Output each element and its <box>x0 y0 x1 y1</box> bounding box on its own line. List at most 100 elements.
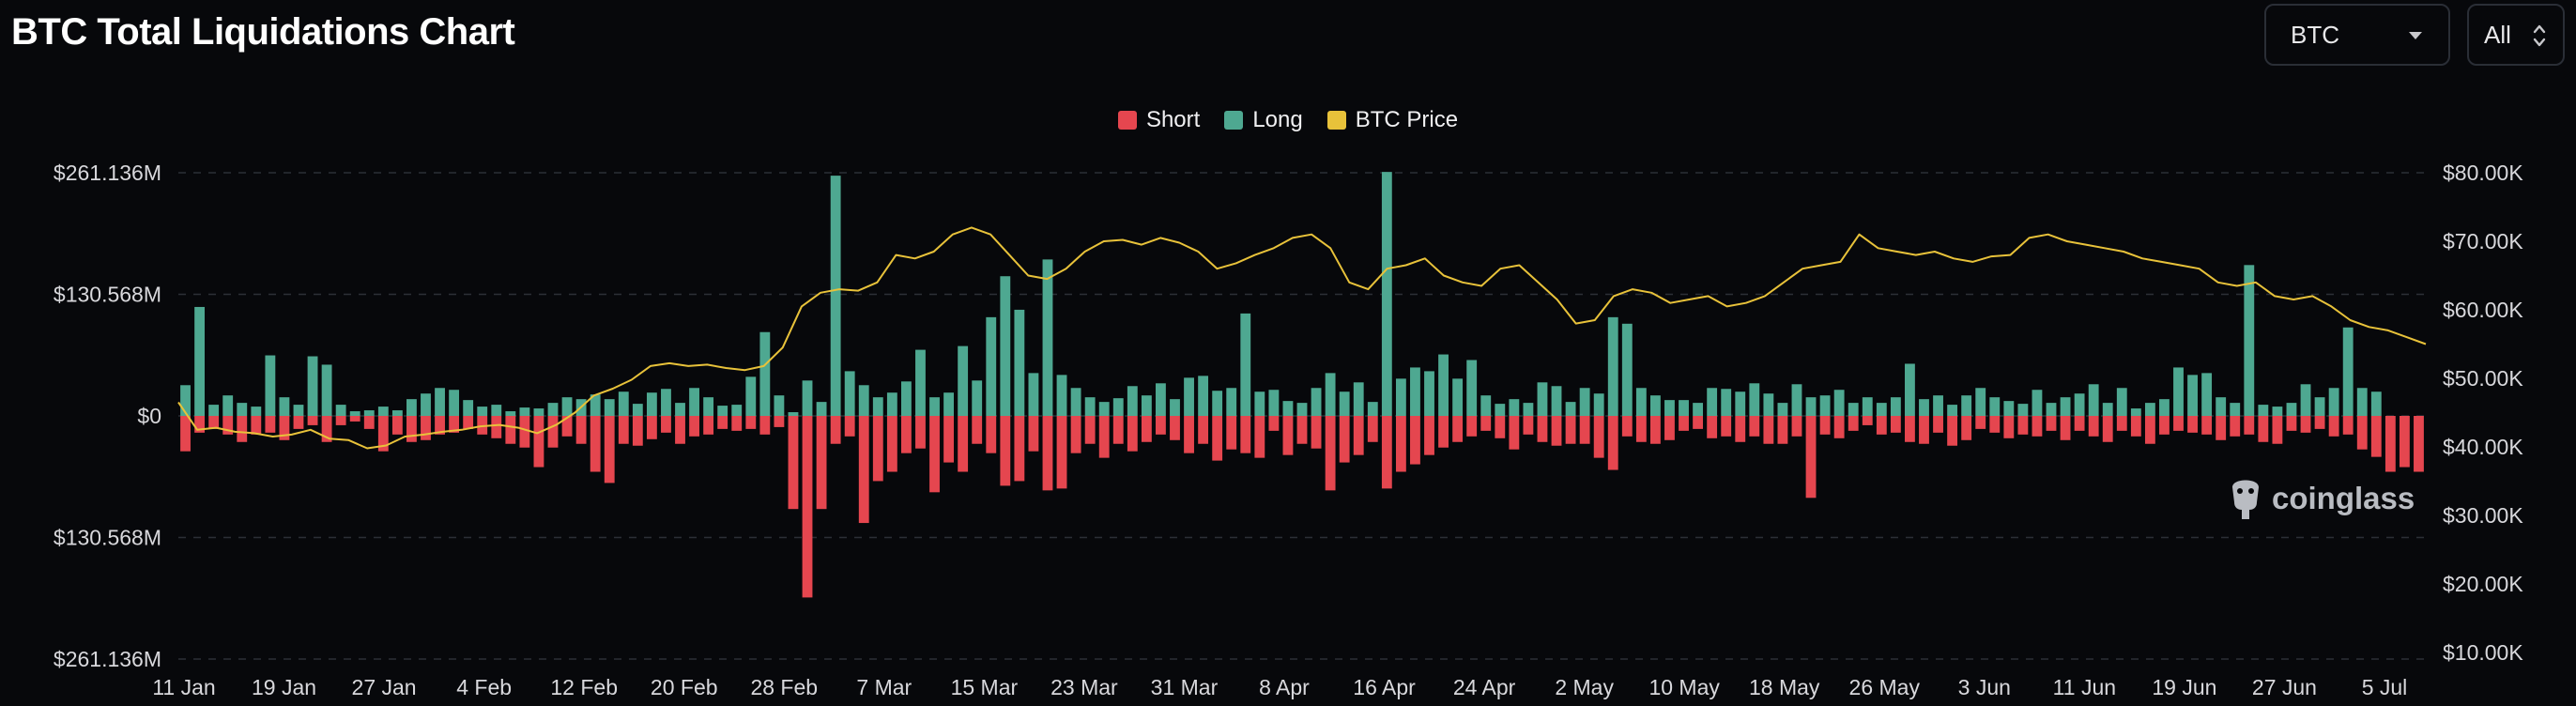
long-bar[interactable] <box>194 306 206 416</box>
long-bar[interactable] <box>2046 403 2057 416</box>
short-bar[interactable] <box>519 416 530 448</box>
short-bar[interactable] <box>505 416 516 444</box>
short-bar[interactable] <box>2032 416 2043 437</box>
short-bar[interactable] <box>886 416 897 472</box>
short-bar[interactable] <box>1056 416 1067 489</box>
short-bar[interactable] <box>1184 416 1194 453</box>
legend-item-btc-price[interactable]: BTC Price <box>1326 107 1458 133</box>
short-bar[interactable] <box>1112 416 1124 444</box>
short-bar[interactable] <box>1833 416 1845 438</box>
long-bar[interactable] <box>1212 391 1223 416</box>
long-bar[interactable] <box>1791 384 1802 416</box>
short-bar[interactable] <box>1649 416 1661 444</box>
short-bar[interactable] <box>1819 416 1831 435</box>
long-bar[interactable] <box>1282 401 1294 416</box>
short-bar[interactable] <box>900 416 912 453</box>
long-bar[interactable] <box>2074 393 2085 416</box>
short-bar[interactable] <box>1635 416 1647 442</box>
short-bar[interactable] <box>2286 416 2297 431</box>
long-bar[interactable] <box>1198 376 1209 416</box>
short-bar[interactable] <box>2130 416 2141 437</box>
long-bar[interactable] <box>1184 377 1194 416</box>
long-bar[interactable] <box>830 176 841 416</box>
short-bar[interactable] <box>1170 416 1180 440</box>
short-bar[interactable] <box>731 416 743 431</box>
long-bar[interactable] <box>279 397 290 416</box>
long-bar[interactable] <box>1819 395 1831 416</box>
long-bar[interactable] <box>1254 391 1265 416</box>
short-bar[interactable] <box>2201 416 2213 435</box>
long-bar[interactable] <box>1014 309 1025 416</box>
short-bar[interactable] <box>774 416 785 427</box>
short-bar[interactable] <box>251 416 262 435</box>
long-bar[interactable] <box>1664 400 1675 416</box>
short-bar[interactable] <box>1311 416 1322 449</box>
short-bar[interactable] <box>1777 416 1788 444</box>
long-bar[interactable] <box>2173 367 2184 416</box>
long-bar[interactable] <box>1777 403 1788 416</box>
long-bar[interactable] <box>774 395 785 416</box>
short-bar[interactable] <box>1127 416 1138 452</box>
short-bar[interactable] <box>2216 416 2227 440</box>
long-bar[interactable] <box>1635 388 1647 416</box>
short-bar[interactable] <box>2314 416 2325 429</box>
short-bar[interactable] <box>208 416 220 429</box>
long-bar[interactable] <box>421 393 431 416</box>
long-bar[interactable] <box>293 405 304 416</box>
long-bar[interactable] <box>1466 360 1478 416</box>
long-bar[interactable] <box>1876 403 1887 416</box>
long-bar[interactable] <box>689 388 699 416</box>
short-bar[interactable] <box>1509 416 1520 450</box>
long-bar[interactable] <box>519 407 530 416</box>
short-bar[interactable] <box>1395 416 1406 472</box>
short-bar[interactable] <box>1495 416 1506 438</box>
long-bar[interactable] <box>1098 402 1110 416</box>
short-bar[interactable] <box>1735 416 1746 442</box>
long-bar[interactable] <box>491 405 502 416</box>
long-bar[interactable] <box>2216 397 2227 416</box>
short-bar[interactable] <box>675 416 685 444</box>
short-bar[interactable] <box>1339 416 1350 463</box>
short-bar[interactable] <box>2342 416 2354 435</box>
long-bar[interactable] <box>1410 367 1420 416</box>
long-bar[interactable] <box>1537 382 1548 416</box>
long-bar[interactable] <box>632 404 643 416</box>
long-bar[interactable] <box>1325 373 1336 416</box>
short-bar[interactable] <box>575 416 587 444</box>
short-bar[interactable] <box>1198 416 1209 444</box>
long-bar[interactable] <box>449 390 460 416</box>
short-bar[interactable] <box>1042 416 1053 491</box>
short-bar[interactable] <box>632 416 643 446</box>
long-bar[interactable] <box>915 349 926 416</box>
short-bar[interactable] <box>279 416 290 440</box>
long-bar[interactable] <box>1156 383 1166 416</box>
long-bar[interactable] <box>1028 373 1039 416</box>
short-bar[interactable] <box>406 416 417 442</box>
short-bar[interactable] <box>2328 416 2339 437</box>
long-bar[interactable] <box>2356 388 2368 416</box>
short-bar[interactable] <box>1452 416 1464 442</box>
long-bar[interactable] <box>505 411 516 416</box>
short-bar[interactable] <box>377 416 389 452</box>
long-bar[interactable] <box>265 355 276 416</box>
long-bar[interactable] <box>237 403 248 416</box>
short-bar[interactable] <box>2187 416 2198 433</box>
short-bar[interactable] <box>1296 416 1308 444</box>
short-bar[interactable] <box>2414 416 2424 472</box>
short-bar[interactable] <box>2102 416 2113 442</box>
long-bar[interactable] <box>1621 323 1633 416</box>
short-bar[interactable] <box>1848 416 1859 431</box>
short-bar[interactable] <box>1028 416 1039 452</box>
long-bar[interactable] <box>943 392 955 416</box>
short-bar[interactable] <box>590 416 601 472</box>
short-bar[interactable] <box>1791 416 1802 437</box>
short-bar[interactable] <box>194 416 206 433</box>
long-bar[interactable] <box>858 385 869 416</box>
long-bar[interactable] <box>2116 388 2127 416</box>
long-bar[interactable] <box>2258 405 2269 416</box>
short-bar[interactable] <box>1070 416 1081 453</box>
long-bar[interactable] <box>816 402 827 416</box>
short-bar[interactable] <box>1282 416 1294 455</box>
short-bar[interactable] <box>335 416 346 425</box>
long-bar[interactable] <box>1509 399 1520 416</box>
